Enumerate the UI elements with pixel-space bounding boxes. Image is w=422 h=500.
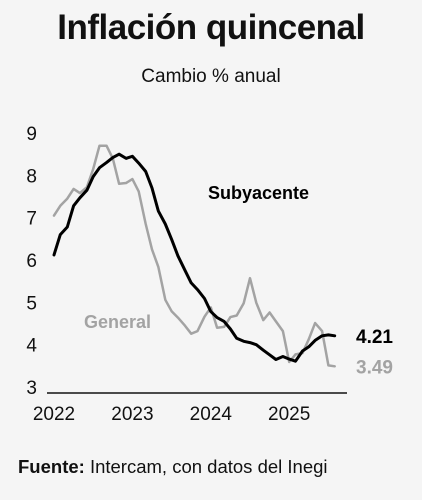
y-tick-label: 8 <box>26 166 37 187</box>
y-tick-label: 6 <box>26 251 37 272</box>
chart-subtitle: Cambio % anual <box>141 66 281 87</box>
y-tick-label: 3 <box>26 378 37 399</box>
line-chart: 3 4 5 6 7 8 9 2022 2023 2024 2025 Subyacente Gener… <box>26 124 393 425</box>
source-text: Intercam, con datos del Inegi <box>84 456 328 477</box>
series-line-general <box>52 144 336 368</box>
series-label-subyacente: Subyacente <box>208 183 309 203</box>
series-lines <box>52 144 337 368</box>
x-axis-ticks: 2022 2023 2024 2025 <box>33 404 310 425</box>
y-tick-label: 4 <box>26 336 37 357</box>
y-axis-ticks: 3 4 5 6 7 8 9 <box>26 124 37 399</box>
source-label: Fuente: <box>18 456 85 477</box>
x-tick-label: 2023 <box>111 404 153 425</box>
series-labels: Subyacente General 4.21 3.49 <box>84 183 393 378</box>
x-tick-label: 2025 <box>268 404 310 425</box>
y-tick-label: 9 <box>26 124 37 145</box>
y-tick-label: 7 <box>26 209 37 230</box>
series-line-subyacente <box>52 152 337 363</box>
series-label-general: General <box>84 312 151 332</box>
y-tick-label: 5 <box>26 293 37 314</box>
end-value-subyacente: 4.21 <box>356 327 393 348</box>
source-note: Fuente: Intercam, con datos del Inegi <box>18 456 328 478</box>
chart-title: Inflación quincenal <box>57 8 365 47</box>
end-value-general: 3.49 <box>356 357 393 378</box>
x-tick-label: 2024 <box>190 404 233 425</box>
x-tick-label: 2022 <box>33 404 75 425</box>
